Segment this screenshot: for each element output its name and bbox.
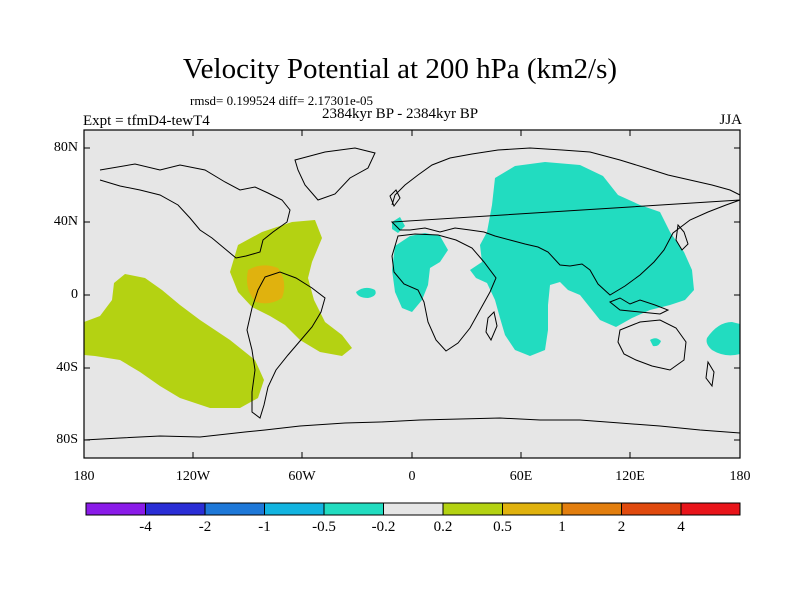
x-tick-label: 60W — [288, 469, 316, 484]
asia-negative-region — [470, 162, 694, 356]
madagascar-coast — [485, 310, 498, 342]
y-tick-label: 80N — [53, 140, 78, 155]
new-zealand-coast — [705, 360, 715, 388]
colorbar-label: -4 — [139, 519, 152, 535]
antarctica-coast — [83, 417, 741, 441]
colorbar-label: 2 — [617, 519, 626, 535]
atlantic-negative-blob — [356, 287, 376, 298]
colorbar — [85, 502, 741, 516]
colorbar-box-1 — [85, 502, 146, 516]
pacific-negative-blob — [706, 322, 740, 356]
south-america-coast — [246, 271, 326, 419]
colorbar-box-6 — [383, 502, 444, 516]
colorbar-box-3 — [204, 502, 265, 516]
colorbar-label: -0.2 — [371, 519, 396, 535]
colorbar-label: -0.5 — [312, 519, 336, 535]
x-tick-label: 120E — [615, 469, 645, 484]
x-axis-ticks — [83, 130, 741, 458]
colorbar-label: 0.2 — [433, 519, 453, 535]
y-tick-label: 0 — [71, 287, 78, 302]
colorbar-label: -2 — [198, 519, 212, 535]
north-america-coast — [99, 163, 291, 259]
plot-title: Velocity Potential at 200 hPa (km2/s) — [182, 53, 618, 85]
experiment-label: Expt = tfmD4-tewT4 — [83, 113, 210, 129]
americas-positive-region — [230, 220, 352, 356]
period-label: 2384kyr BP - 2384kyr BP — [321, 106, 479, 122]
x-tick-label: 0 — [408, 469, 416, 484]
africa-negative-region — [392, 233, 448, 312]
strong-positive-region — [247, 265, 285, 304]
y-tick-label: 40N — [53, 214, 78, 229]
y-tick-label: 80S — [56, 432, 78, 447]
indonesia-coast — [609, 297, 670, 315]
y-axis-ticks — [84, 147, 740, 441]
uk-coast — [389, 189, 401, 208]
colorbar-label: 0.5 — [493, 519, 512, 535]
season-label: JJA — [719, 112, 742, 128]
pacific-positive-region — [84, 274, 264, 408]
colorbar-box-7 — [442, 502, 503, 516]
stats-text: rmsd= 0.199524 diff= 2.17301e-05 — [190, 93, 374, 108]
colorbar-box-10 — [621, 502, 682, 516]
colorbar-box-11 — [680, 502, 741, 516]
positive-anomaly-regions — [84, 220, 352, 408]
y-tick-label: 40S — [56, 360, 78, 375]
negative-anomaly-regions — [356, 162, 740, 356]
x-tick-label: 60E — [509, 469, 533, 484]
colorbar-box-5 — [323, 502, 384, 516]
colorbar-box-2 — [145, 502, 206, 516]
colorbar-label: -1 — [258, 519, 271, 535]
coastlines — [83, 147, 741, 441]
colorbar-label: 1 — [558, 519, 566, 535]
colorbar-box-9 — [561, 502, 622, 516]
eurasia-coast — [390, 147, 741, 296]
colorbar-box-4 — [264, 502, 325, 516]
colorbar-box-8 — [502, 502, 563, 516]
greenland-coast — [294, 147, 376, 201]
australia-coast — [617, 319, 687, 371]
x-tick-label: 180 — [729, 469, 751, 484]
x-tick-label: 120W — [175, 469, 211, 484]
africa-coast — [391, 233, 497, 352]
colorbar-label: 4 — [677, 519, 685, 535]
x-tick-label: 180 — [73, 469, 95, 484]
japan-coast — [675, 223, 689, 251]
australia-negative-blob — [650, 338, 661, 347]
